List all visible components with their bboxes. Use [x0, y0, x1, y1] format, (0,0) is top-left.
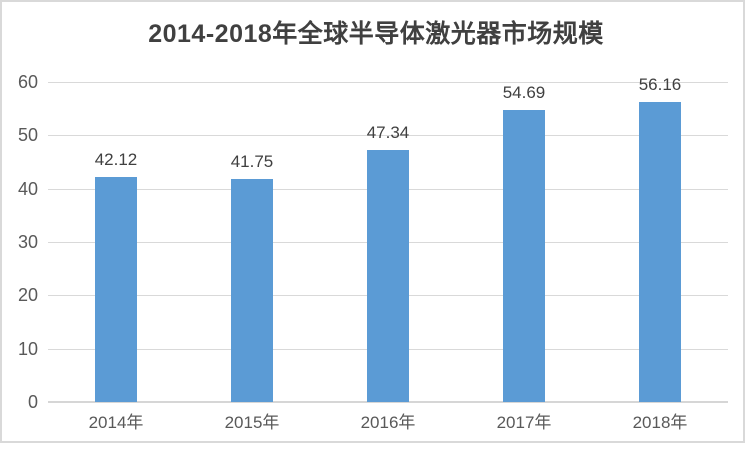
- y-tick-label: 40: [17, 178, 38, 199]
- chart-title: 2014-2018年全球半导体激光器市场规模: [148, 20, 604, 48]
- bar: [95, 177, 137, 402]
- x-category-label: 2016年: [360, 413, 416, 432]
- y-tick-label: 50: [17, 125, 38, 146]
- bar: [367, 149, 409, 402]
- x-category-label: 2017年: [496, 413, 552, 432]
- bar-value-label: 41.75: [230, 152, 274, 172]
- x-category-label: 2015年: [224, 413, 280, 432]
- x-category-label: 2018年: [632, 413, 688, 432]
- x-axis-line: [48, 401, 728, 403]
- bar-value-label: 54.69: [502, 83, 546, 103]
- bar: [503, 110, 545, 402]
- bar: [231, 179, 273, 402]
- y-tick-label: 60: [17, 72, 38, 92]
- bar-value-label: 47.34: [366, 122, 410, 142]
- bar-value-label: 42.12: [94, 150, 138, 170]
- bar-value-label: 56.16: [638, 75, 682, 95]
- gridline: [48, 82, 728, 83]
- bar: [639, 102, 681, 402]
- y-tick-label: 20: [17, 285, 38, 306]
- y-tick-label: 10: [17, 338, 38, 359]
- y-tick-label: 30: [17, 232, 38, 252]
- x-category-label: 2014年: [88, 413, 144, 432]
- y-tick-label: 0: [27, 392, 38, 412]
- gridline: [48, 135, 728, 137]
